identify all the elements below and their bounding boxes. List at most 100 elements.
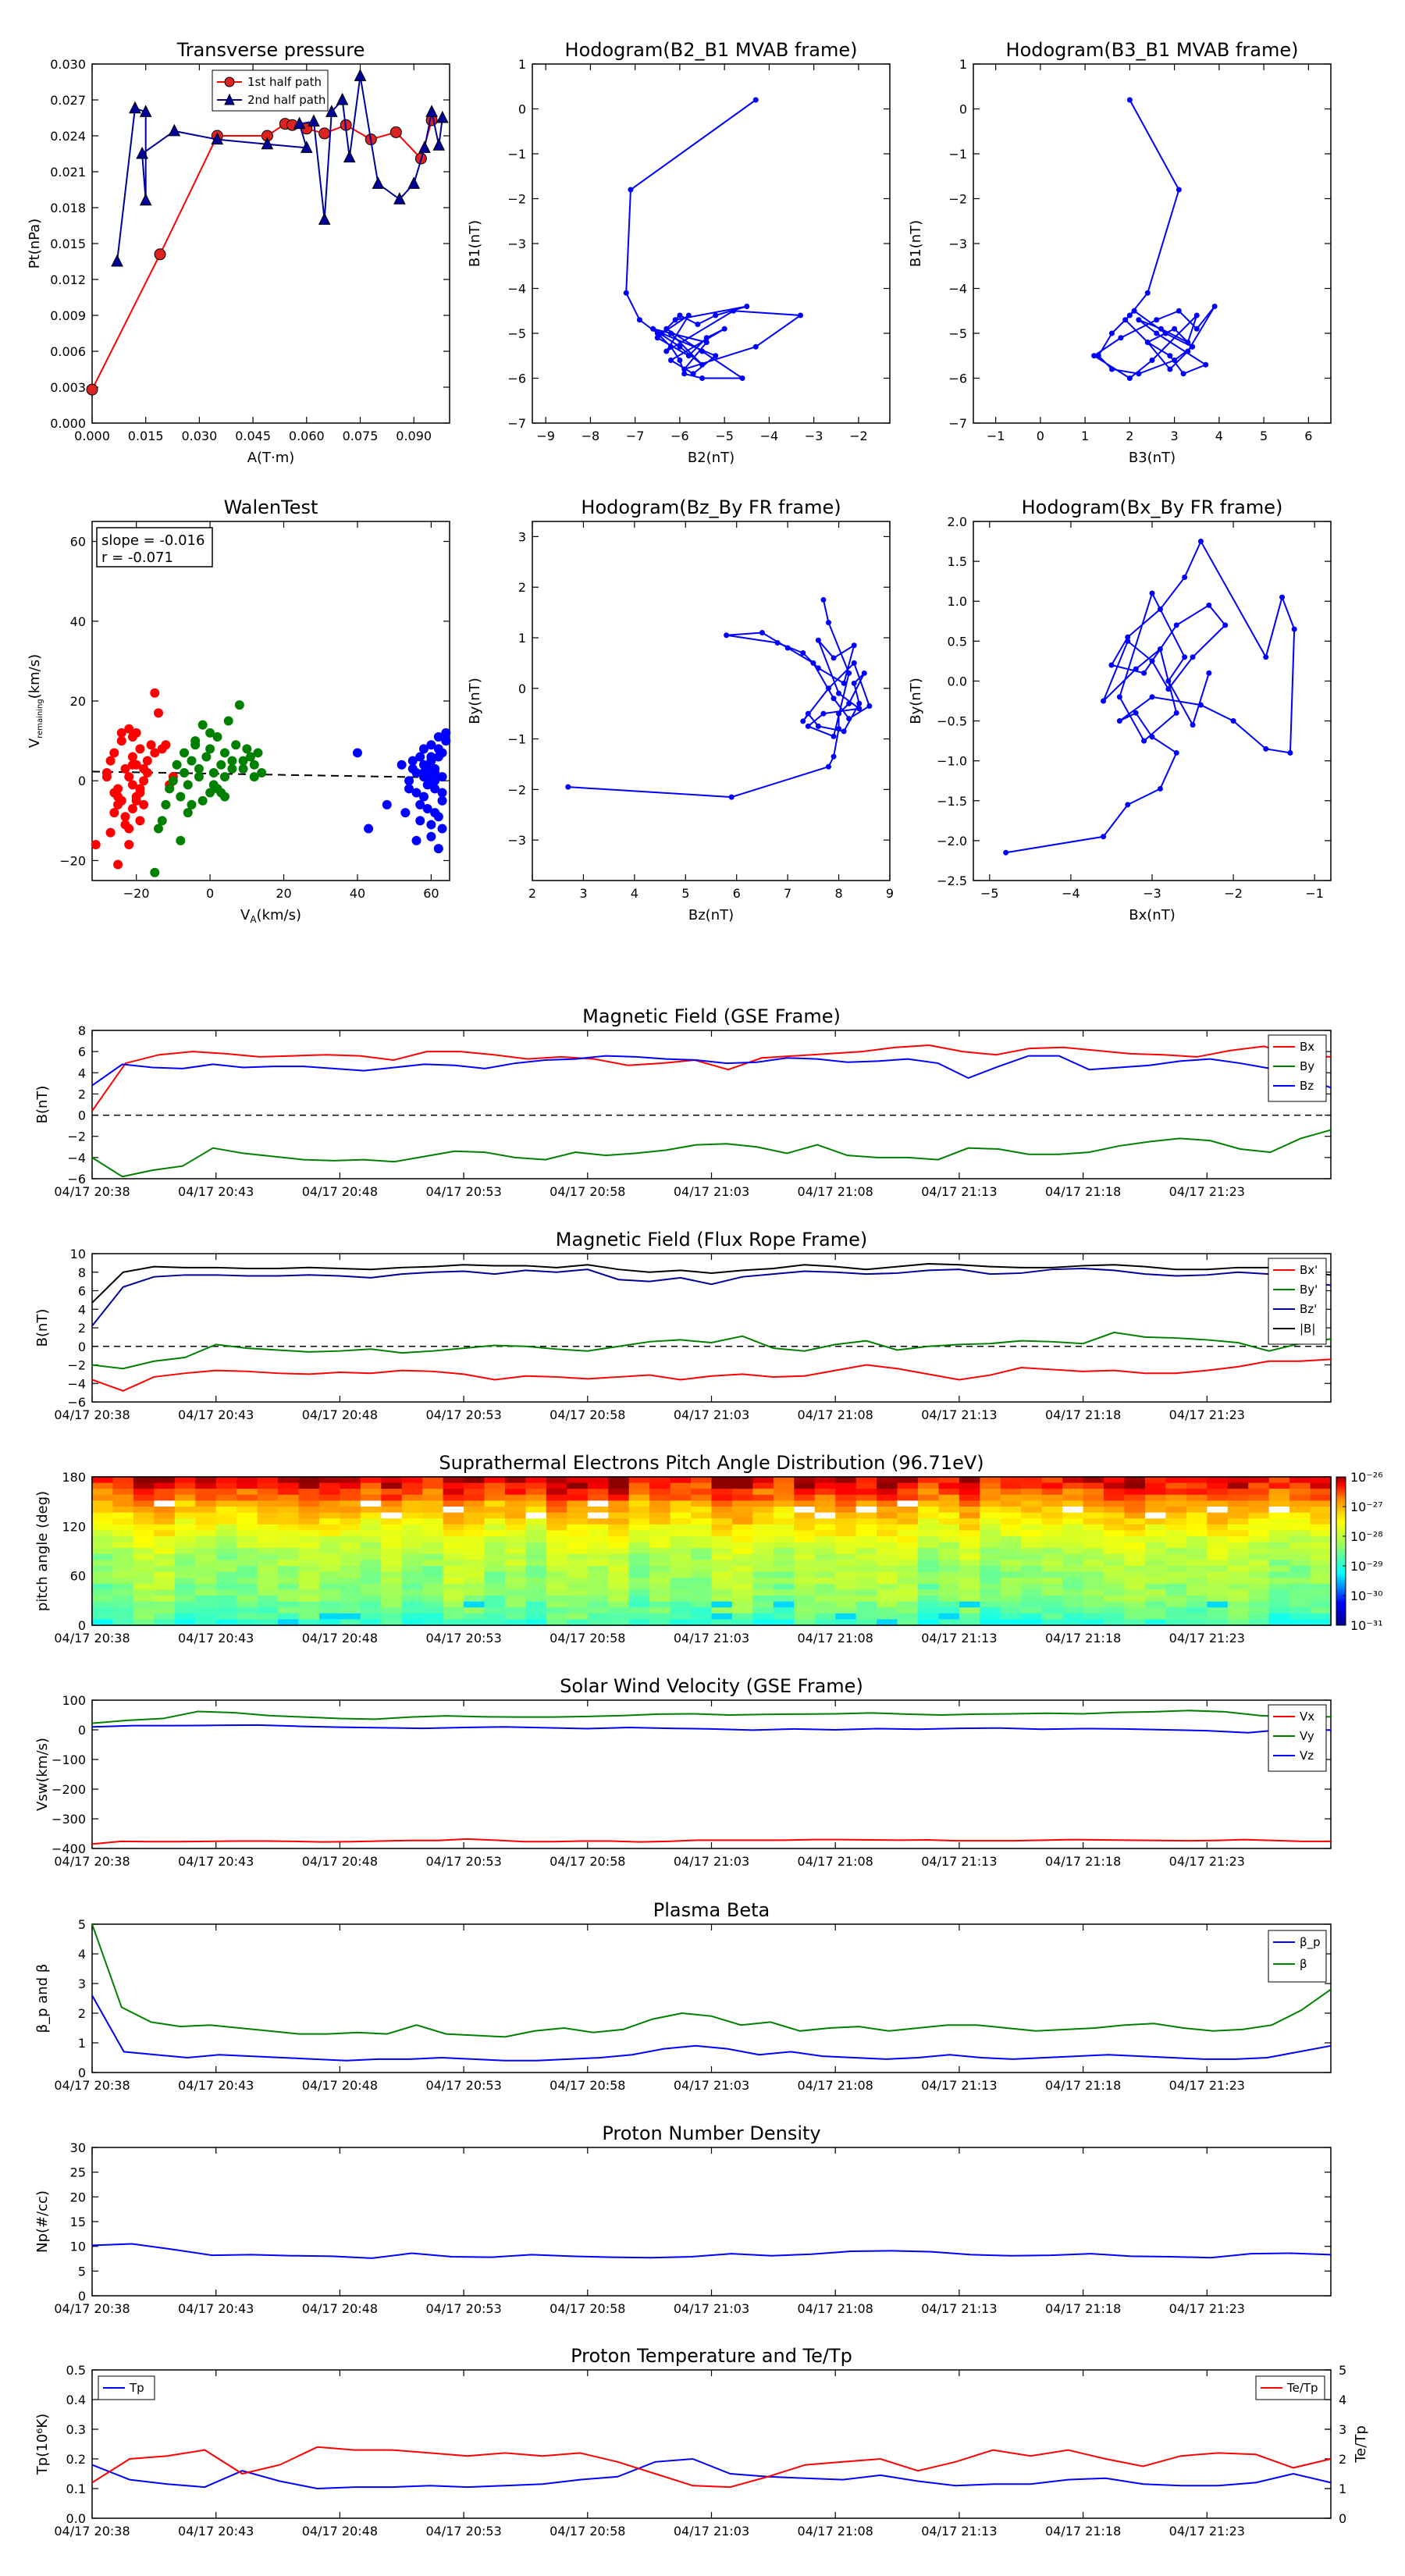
chart-title: Solar Wind Velocity (GSE Frame) [560,1675,863,1697]
heatmap-cell [92,1542,114,1549]
heatmap-cell [1083,1500,1104,1507]
heatmap-cell [360,1553,382,1560]
data-point [407,756,418,766]
heatmap-cell [92,1589,114,1596]
data-point [91,840,101,849]
heatmap-cell [835,1578,857,1585]
legend-label: Tp [129,2381,144,2395]
heatmap-cell [711,1566,733,1573]
series-line [91,2446,1332,2489]
heatmap-cell [505,1542,527,1549]
heatmap-cell [670,1571,692,1578]
heatmap-cell [298,1482,320,1489]
heatmap-cell [855,1560,877,1567]
heatmap-cell [154,1596,176,1603]
heatmap-cell [360,1512,382,1519]
y-axis-label: B1(nT) [908,220,924,267]
heatmap-cell [133,1548,155,1555]
heatmap-cell [1227,1512,1249,1519]
y-axis-label: By(nT) [908,678,924,724]
heatmap-cell [237,1601,258,1608]
heatmap-cell [1186,1542,1208,1549]
data-point [798,312,803,318]
heatmap-cell [670,1489,692,1496]
heatmap-cell [1104,1524,1126,1531]
heatmap-cell [1207,1583,1229,1590]
heatmap-cell [1083,1518,1104,1525]
heatmap-cell [1186,1578,1208,1585]
heatmap-cell [1144,1507,1166,1514]
data-point [197,720,208,730]
heatmap-cell [360,1477,382,1484]
heatmap-cell [278,1542,300,1549]
data-point [805,710,811,717]
heatmap-cell [318,1583,340,1590]
heatmap-cell [360,1578,382,1585]
data-point [1172,358,1178,363]
heatmap-cell [1021,1601,1043,1608]
heatmap-cell [1144,1553,1166,1560]
heatmap-cell [340,1571,361,1578]
data-point [1126,312,1133,318]
heatmap-cell [112,1571,134,1578]
heatmap-cell [1041,1548,1063,1555]
heatmap-cell [711,1542,733,1549]
heatmap-cell [360,1613,382,1620]
heatmap-cell [112,1494,134,1501]
heatmap-cell [567,1560,589,1567]
heatmap-cell [92,1583,114,1590]
heatmap-cell [1268,1583,1290,1590]
heatmap-cell [855,1566,877,1573]
heatmap-cell [897,1601,919,1608]
heatmap-cell [195,1596,217,1603]
data-point [372,176,385,189]
heatmap-cell [174,1512,196,1519]
heatmap-cell [835,1530,857,1537]
y-tick-label: 0.018 [50,201,86,215]
heatmap-cell [133,1601,155,1608]
heatmap-cell [835,1512,857,1519]
data-point [411,788,422,798]
heatmap-cell [794,1500,816,1507]
heatmap-cell [340,1524,361,1531]
heatmap-cell [464,1578,486,1585]
heatmap-cell [587,1518,609,1525]
heatmap-cell [484,1518,506,1525]
heatmap-cell [1227,1583,1249,1590]
heatmap-cell [525,1578,547,1585]
heatmap-cell [567,1536,589,1543]
y-tick-label: −2.5 [937,873,967,888]
heatmap-cell [1021,1494,1043,1501]
heatmap-cell [980,1613,1001,1620]
heatmap-cell [154,1571,176,1578]
heatmap-cell [1186,1494,1208,1501]
y-tick-label: −1 [948,147,967,162]
heatmap-cell [237,1596,258,1603]
heatmap-cell [918,1578,940,1585]
data-point [231,740,241,750]
heatmap-cell [1207,1477,1229,1484]
y-tick-label: 0.2 [66,2452,86,2467]
heatmap-cell [174,1507,196,1514]
heatmap-cell [1144,1596,1166,1603]
data-point [129,101,141,114]
heatmap-cell [691,1524,713,1531]
data-point [430,776,440,786]
data-point [318,212,331,225]
heatmap-cell [1268,1596,1290,1603]
heatmap-cell [918,1542,940,1549]
heatmap-cell [1124,1613,1146,1620]
heatmap-cell [1310,1500,1332,1507]
heatmap-cell [1310,1607,1332,1614]
x-tick-label: −9 [536,429,555,443]
data-point [1287,749,1293,756]
heatmap-cell [401,1512,423,1519]
heatmap-cell [959,1601,980,1608]
plot-frame [91,521,450,881]
heatmap-cell [691,1489,713,1496]
time-tick-label: 04/17 21:13 [921,2301,997,2316]
heatmap-cell [525,1571,547,1578]
data-point [261,137,274,150]
heatmap-cell [1144,1571,1166,1578]
